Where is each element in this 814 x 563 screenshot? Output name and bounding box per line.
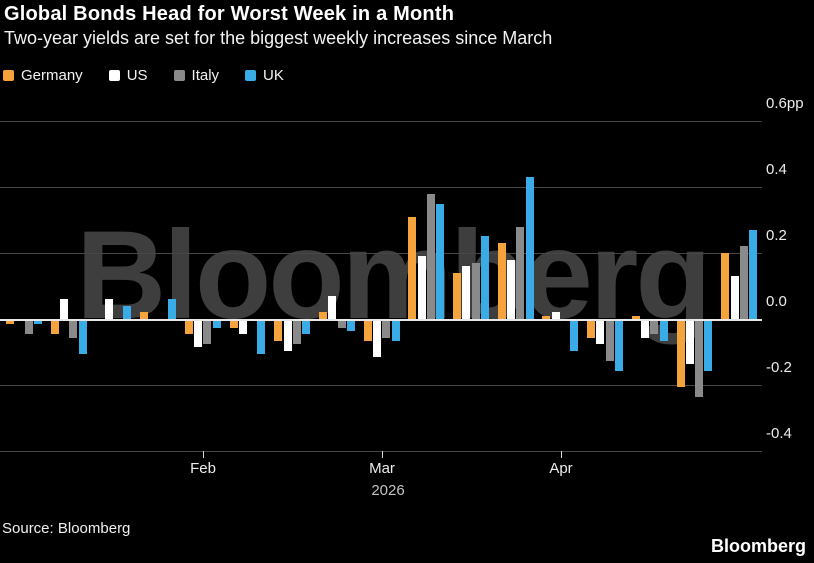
legend-item-us: US <box>108 67 148 84</box>
bar-germany-w10 <box>408 217 416 319</box>
us-swatch-icon <box>108 70 120 81</box>
bar-italy-w10 <box>427 194 435 319</box>
y-axis-label: 0.2 <box>766 227 787 244</box>
bar-uk-w5 <box>213 321 221 328</box>
bar-us-w14 <box>596 321 604 344</box>
x-axis-year-label: 2026 <box>371 482 405 499</box>
bar-us-w16 <box>686 321 694 364</box>
bar-uk-w12 <box>526 177 534 319</box>
legend: Germany US Italy UK <box>3 67 310 84</box>
bar-us-w2 <box>60 299 68 319</box>
x-axis-tick <box>382 451 383 458</box>
bar-germany-w9 <box>364 321 372 341</box>
bar-italy-w8 <box>338 321 346 328</box>
bar-italy-w14 <box>606 321 614 361</box>
bar-italy-w11 <box>472 263 480 319</box>
bar-us-w17 <box>731 276 739 319</box>
bar-germany-w5 <box>185 321 193 334</box>
bar-germany-w11 <box>453 273 461 319</box>
legend-item-germany: Germany <box>3 67 83 84</box>
bar-germany-w17 <box>721 253 729 319</box>
gridline <box>0 385 762 386</box>
bloomberg-watermark: Bloomberg <box>76 206 712 345</box>
x-axis-label-apr: Apr <box>549 460 573 477</box>
bar-us-w8 <box>328 296 336 319</box>
x-axis-tick <box>203 451 204 458</box>
bar-germany-w2 <box>51 321 59 334</box>
gridline <box>0 187 762 188</box>
bar-italy-w5 <box>203 321 211 344</box>
bar-us-w13 <box>552 312 560 319</box>
bar-germany-w8 <box>319 312 327 319</box>
legend-label: Germany <box>21 67 83 84</box>
bar-italy-w12 <box>516 227 524 319</box>
bar-uk-w10 <box>436 204 444 319</box>
bar-us-w5 <box>194 321 202 347</box>
bar-us-w10 <box>418 256 426 319</box>
bar-uk-w8 <box>347 321 355 331</box>
bar-uk-w9 <box>392 321 400 341</box>
bar-uk-w3 <box>123 306 131 319</box>
bloomberg-logo: Bloomberg <box>710 536 806 556</box>
x-axis-label-feb: Feb <box>190 460 216 477</box>
chart-subtitle: Two-year yields are set for the biggest … <box>4 28 553 48</box>
bar-us-w6 <box>239 321 247 334</box>
germany-swatch-icon <box>3 70 14 81</box>
gridline <box>0 253 762 254</box>
bar-us-w9 <box>373 321 381 357</box>
bar-italy-w16 <box>695 321 703 397</box>
bar-us-w3 <box>105 299 113 319</box>
bar-uk-w4 <box>168 299 176 319</box>
gridline <box>0 451 762 452</box>
bar-germany-w7 <box>274 321 282 341</box>
chart-title: Global Bonds Head for Worst Week in a Mo… <box>4 3 455 25</box>
bar-germany-w14 <box>587 321 595 338</box>
legend-label: UK <box>263 67 284 84</box>
bar-uk-w11 <box>481 236 489 319</box>
bar-germany-w13 <box>542 316 550 319</box>
bar-uk-w15 <box>660 321 668 341</box>
legend-item-italy: Italy <box>173 67 220 84</box>
bar-uk-w13 <box>570 321 578 351</box>
bar-uk-w6 <box>257 321 265 354</box>
y-axis-label: 0.6pp <box>766 95 804 112</box>
bar-uk-w14 <box>615 321 623 371</box>
bar-us-w7 <box>284 321 292 351</box>
bar-germany-w15 <box>632 316 640 319</box>
bar-us-w11 <box>462 266 470 319</box>
legend-label: US <box>126 67 148 84</box>
italy-swatch-icon <box>173 70 185 81</box>
bar-germany-w16 <box>677 321 685 387</box>
y-axis-label: -0.2 <box>766 359 792 376</box>
bar-italy-w15 <box>650 321 658 334</box>
bar-uk-w7 <box>302 321 310 334</box>
bar-italy-w7 <box>293 321 301 344</box>
bar-us-w12 <box>507 260 515 319</box>
legend-label: Italy <box>191 67 220 84</box>
bar-italy-w9 <box>382 321 390 338</box>
bar-us-w15 <box>641 321 649 338</box>
x-axis-label-mar: Mar <box>369 460 395 477</box>
bar-germany-w6 <box>230 321 238 328</box>
bar-italy-w2 <box>69 321 77 338</box>
legend-item-uk: UK <box>245 67 284 84</box>
bar-italy-w17 <box>740 246 748 319</box>
y-axis-label: 0.4 <box>766 161 787 178</box>
bar-uk-w1 <box>34 321 42 324</box>
bar-italy-w1 <box>25 321 33 334</box>
uk-swatch-icon <box>245 70 257 81</box>
bar-uk-w17 <box>749 230 757 319</box>
x-axis-tick <box>561 451 562 458</box>
source-note: Source: Bloomberg <box>2 520 131 537</box>
zero-line <box>0 319 762 321</box>
gridline <box>0 121 762 122</box>
bar-uk-w2 <box>79 321 87 354</box>
y-axis-label: -0.4 <box>766 425 792 442</box>
bar-uk-w16 <box>704 321 712 371</box>
y-axis-label: 0.0 <box>766 293 787 310</box>
bar-germany-w12 <box>498 243 506 319</box>
bar-germany-w4 <box>140 312 148 319</box>
bar-germany-w1 <box>6 321 14 324</box>
